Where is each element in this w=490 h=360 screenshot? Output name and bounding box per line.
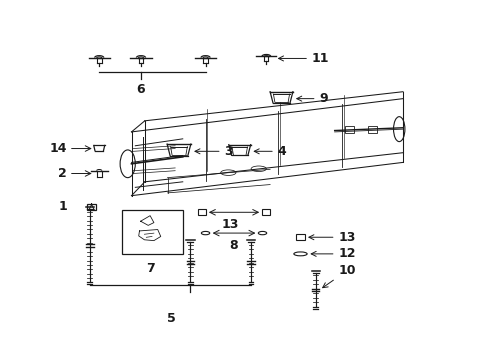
Bar [122,210,183,254]
Text: 2: 2 [58,167,67,180]
Bar [87,204,96,210]
Text: 14: 14 [49,142,67,155]
Text: 10: 10 [322,264,356,288]
Text: 13: 13 [309,231,356,244]
Text: 9: 9 [297,92,328,105]
Text: 12: 12 [311,247,356,260]
Text: 6: 6 [137,83,146,96]
Bar [296,234,305,240]
Text: 13: 13 [221,219,239,231]
Text: 5: 5 [167,312,176,325]
Text: 7: 7 [146,262,155,275]
Text: 11: 11 [278,52,329,65]
Text: 4: 4 [254,145,287,158]
Bar [345,126,354,133]
Bar [368,126,377,133]
Text: 1: 1 [58,200,67,213]
Bar [262,209,270,215]
Text: 3: 3 [195,145,233,158]
Text: 8: 8 [230,239,238,252]
Bar [197,209,206,215]
